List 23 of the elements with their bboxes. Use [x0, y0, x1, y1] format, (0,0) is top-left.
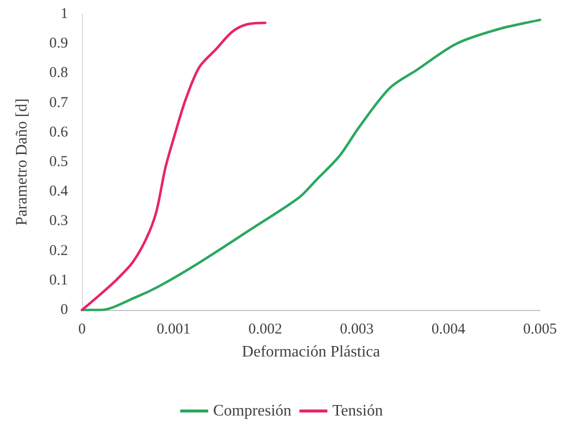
y-axis-title: Parametro Daño [d]: [14, 98, 30, 226]
y-tick-label: 0.3: [49, 213, 68, 230]
legend-label: Compresión: [213, 402, 292, 420]
x-tick-label: 0.001: [156, 322, 190, 338]
line-series: [80, 22, 266, 312]
x-tick-label: 0.004: [432, 322, 466, 338]
y-tick-label: 0.2: [49, 242, 68, 259]
x-tick-label: 0.003: [340, 322, 374, 338]
y-tick-label: 0.7: [49, 94, 68, 111]
y-tick-label: 0.8: [49, 65, 68, 82]
y-tick-label: 0.5: [49, 154, 68, 170]
x-tick-label: 0.002: [248, 322, 282, 338]
x-tick-label: 0: [78, 322, 86, 338]
legend-label: Tensión: [332, 402, 383, 420]
y-tick-label: 0: [60, 302, 68, 318]
y-tick-label: 0.6: [49, 124, 68, 140]
y-tick-label: 0.9: [49, 36, 68, 52]
y-tick-label: 1: [60, 6, 68, 22]
line-series: [80, 18, 542, 312]
x-tick-label: 0.005: [523, 322, 557, 338]
y-tick-label: 0.1: [49, 272, 68, 288]
y-tick-label: 0.4: [49, 184, 68, 200]
x-axis-title: Deformación Plástica: [242, 344, 380, 360]
